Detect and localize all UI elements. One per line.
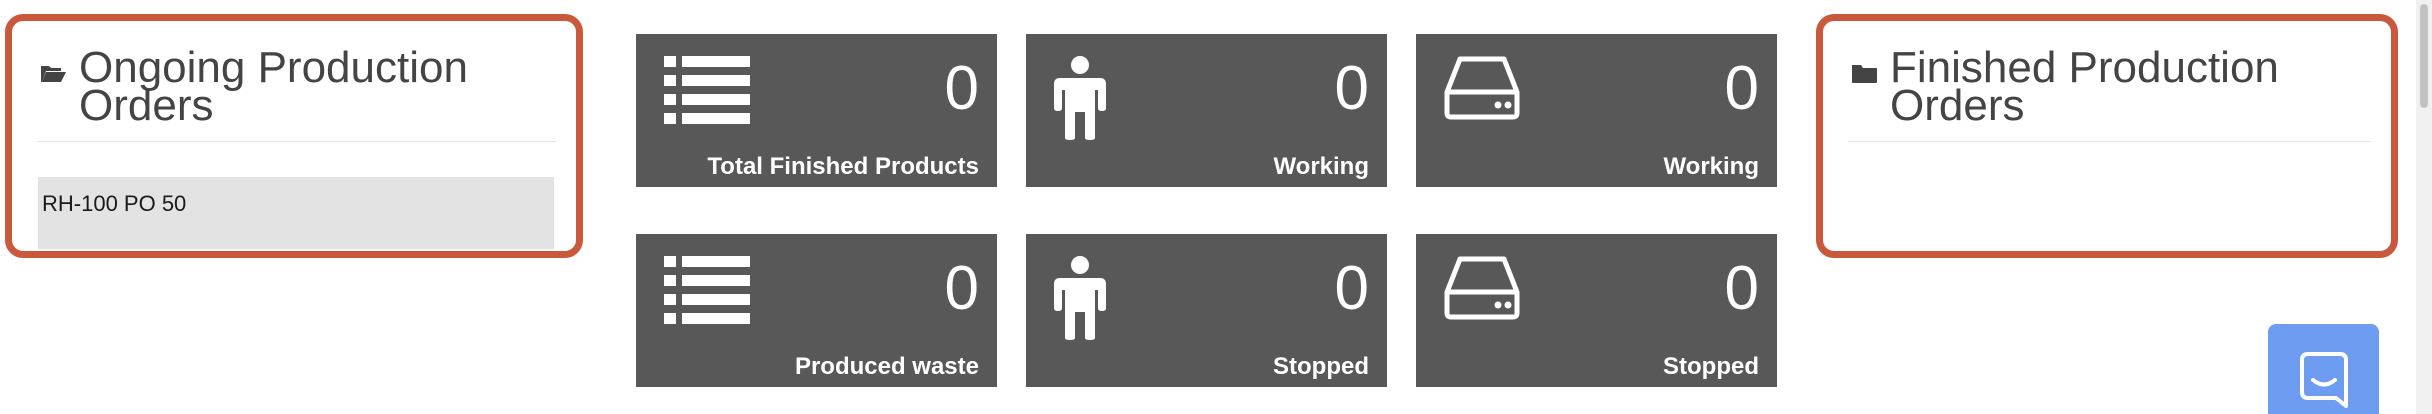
stat-tile-machines-working[interactable]: 0 Working: [1416, 34, 1777, 187]
stat-label: Stopped: [1273, 353, 1369, 380]
drive-icon: [1444, 256, 1520, 320]
stat-label: Working: [1663, 153, 1759, 180]
stat-label: Stopped: [1663, 353, 1759, 380]
person-icon: [1054, 56, 1106, 140]
stat-tile-machines-stopped[interactable]: 0 Stopped: [1416, 234, 1777, 387]
stat-tile-total-finished-products[interactable]: 0 Total Finished Products: [636, 34, 997, 187]
list-icon: [664, 256, 750, 324]
stat-value: 0: [944, 254, 979, 323]
ongoing-production-orders-panel: Ongoing Production Orders RH-100 PO 50: [5, 14, 583, 258]
panel-title: Finished Production Orders: [1890, 43, 2279, 130]
stat-value: 0: [944, 54, 979, 123]
stat-value: 0: [1724, 254, 1759, 323]
folder-open-icon: [41, 66, 66, 82]
folder-closed-icon: [1852, 65, 1877, 83]
panel-header: Ongoing Production Orders: [37, 35, 556, 142]
order-list-item[interactable]: RH-100 PO 50: [38, 177, 554, 249]
stat-tile-produced-waste[interactable]: 0 Produced waste: [636, 234, 997, 387]
drive-icon: [1444, 56, 1520, 120]
chat-bubble-icon: [2300, 352, 2348, 408]
stat-value: 0: [1724, 54, 1759, 123]
stat-label: Total Finished Products: [707, 153, 979, 180]
panel-header: Finished Production Orders: [1848, 35, 2371, 142]
panel-title: Ongoing Production Orders: [79, 43, 468, 130]
scrollbar-thumb[interactable]: [2420, 4, 2428, 108]
stat-tile-workers-stopped[interactable]: 0 Stopped: [1026, 234, 1387, 387]
stat-label: Produced waste: [794, 353, 979, 380]
list-icon: [664, 56, 750, 124]
stat-label: Working: [1273, 153, 1369, 180]
person-icon: [1054, 256, 1106, 340]
stat-tile-workers-working[interactable]: 0 Working: [1026, 34, 1387, 187]
finished-production-orders-panel: Finished Production Orders: [1816, 14, 2398, 258]
chat-button[interactable]: [2268, 324, 2379, 414]
stat-value: 0: [1334, 54, 1369, 123]
stat-value: 0: [1334, 254, 1369, 323]
